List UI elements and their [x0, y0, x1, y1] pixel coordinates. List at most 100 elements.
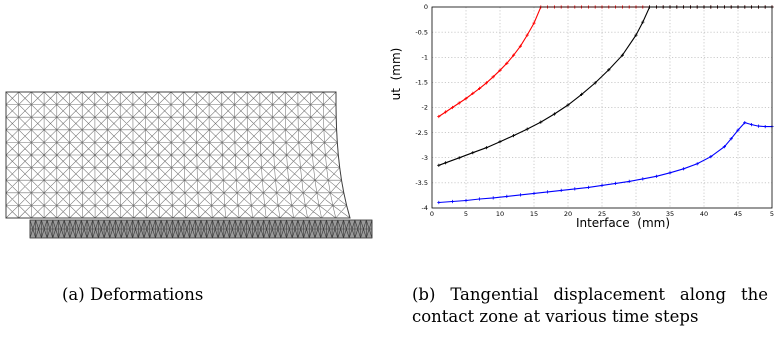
deformed-mesh	[5, 91, 351, 219]
data-point	[484, 146, 488, 150]
series-line	[438, 6, 772, 117]
data-point	[750, 123, 754, 127]
data-point	[512, 53, 516, 57]
y-tick-label: -3.5	[415, 179, 428, 187]
x-tick-labels: 0 5 10 15 20 25 30 35 40 45 5	[430, 210, 774, 218]
data-point	[559, 188, 563, 192]
data-point	[566, 103, 570, 107]
plot-frame	[431, 6, 773, 209]
data-point	[464, 198, 468, 203]
y-tick-label: -2.5	[415, 129, 428, 137]
data-point	[450, 199, 454, 204]
x-axis-label: Interface (mm)	[576, 216, 670, 230]
x-tick-label: 35	[666, 210, 674, 218]
series-2	[437, 5, 774, 167]
data-point	[532, 191, 536, 195]
x-tick-label: 20	[564, 210, 572, 218]
x-tick-label: 15	[530, 210, 538, 218]
caption-b: (b) Tangential displacement along the co…	[412, 284, 768, 328]
data-point	[600, 183, 604, 187]
deformed-mesh-figure	[5, 91, 373, 239]
caption-b-text: Tangential displacement along the contac…	[412, 285, 768, 326]
data-point	[491, 196, 495, 200]
data-point	[437, 200, 441, 205]
data-point	[505, 194, 509, 198]
data-point	[641, 20, 645, 24]
data-point	[525, 33, 529, 37]
data-point	[518, 193, 522, 197]
data-point	[491, 75, 495, 79]
data-point	[444, 110, 448, 114]
data-point	[532, 21, 536, 25]
data-point	[641, 177, 645, 181]
y-tick-label: -1	[422, 53, 428, 61]
data-point	[505, 61, 509, 65]
data-point	[525, 127, 529, 131]
mesh-lines	[5, 91, 351, 219]
data-point	[695, 162, 699, 166]
data-point	[552, 112, 556, 116]
data-point	[668, 171, 672, 175]
data-point	[484, 81, 488, 85]
y-axis-label: ut (mm)	[389, 48, 403, 101]
y-tick-label: -2	[422, 104, 428, 112]
series-line	[438, 6, 772, 166]
series-1	[437, 5, 774, 119]
data-point	[457, 101, 461, 105]
data-point	[763, 125, 767, 129]
x-tick-label: 5	[464, 210, 468, 218]
data-point	[437, 163, 441, 167]
caption-a: (a) Deformations	[62, 284, 362, 306]
y-tick-label: 0	[424, 3, 428, 11]
data-point	[478, 86, 482, 90]
data-point	[722, 145, 726, 149]
data-point	[620, 53, 624, 57]
x-tick-label: 10	[496, 210, 504, 218]
data-point	[593, 81, 597, 85]
data-point	[580, 92, 584, 96]
tangential-displacement-chart: 0 5 10 15 20 25 30 35 40 45 5 0 -0.5 -1 -1.5 -2 -2.5 -3 -…	[389, 3, 774, 230]
data-point	[573, 187, 577, 191]
data-point	[450, 105, 454, 110]
data-point	[471, 151, 475, 155]
y-tick-label: -3	[422, 154, 428, 162]
data-point	[627, 179, 631, 183]
data-point	[478, 197, 482, 201]
data-point	[743, 121, 747, 125]
data-point	[756, 124, 760, 128]
caption-b-label: (b)	[412, 285, 436, 304]
data-point	[614, 181, 618, 185]
data-point	[437, 114, 441, 119]
y-tick-label: -1.5	[415, 79, 428, 87]
x-tick-label: 5	[770, 210, 774, 218]
series-line	[438, 121, 772, 204]
mesh-outline	[5, 91, 351, 219]
data-point	[518, 44, 522, 48]
data-point	[457, 156, 461, 160]
data-point	[586, 185, 590, 189]
x-tick-label: 25	[598, 210, 606, 218]
data-point	[682, 167, 686, 171]
chart-series	[437, 5, 774, 205]
series-3	[437, 121, 774, 205]
y-tick-label: -0.5	[415, 28, 428, 36]
base-strip-lines	[29, 219, 373, 239]
chart-grid	[432, 7, 772, 208]
data-point	[607, 68, 611, 72]
data-point	[546, 190, 550, 194]
data-point	[471, 91, 475, 95]
caption-a-label: (a)	[62, 285, 85, 304]
rigid-base-mesh	[29, 219, 373, 239]
x-tick-label: 40	[700, 210, 708, 218]
data-point	[654, 174, 658, 178]
y-tick-labels: 0 -0.5 -1 -1.5 -2 -2.5 -3 -3.5 -4	[415, 3, 428, 212]
caption-a-text: Deformations	[89, 285, 204, 304]
data-point	[444, 161, 448, 165]
data-point	[736, 128, 740, 132]
data-point	[512, 134, 516, 138]
data-point	[498, 68, 502, 72]
data-point	[709, 155, 713, 159]
y-tick-label: -4	[422, 204, 428, 212]
x-tick-label: 0	[430, 210, 434, 218]
data-point	[539, 120, 543, 124]
